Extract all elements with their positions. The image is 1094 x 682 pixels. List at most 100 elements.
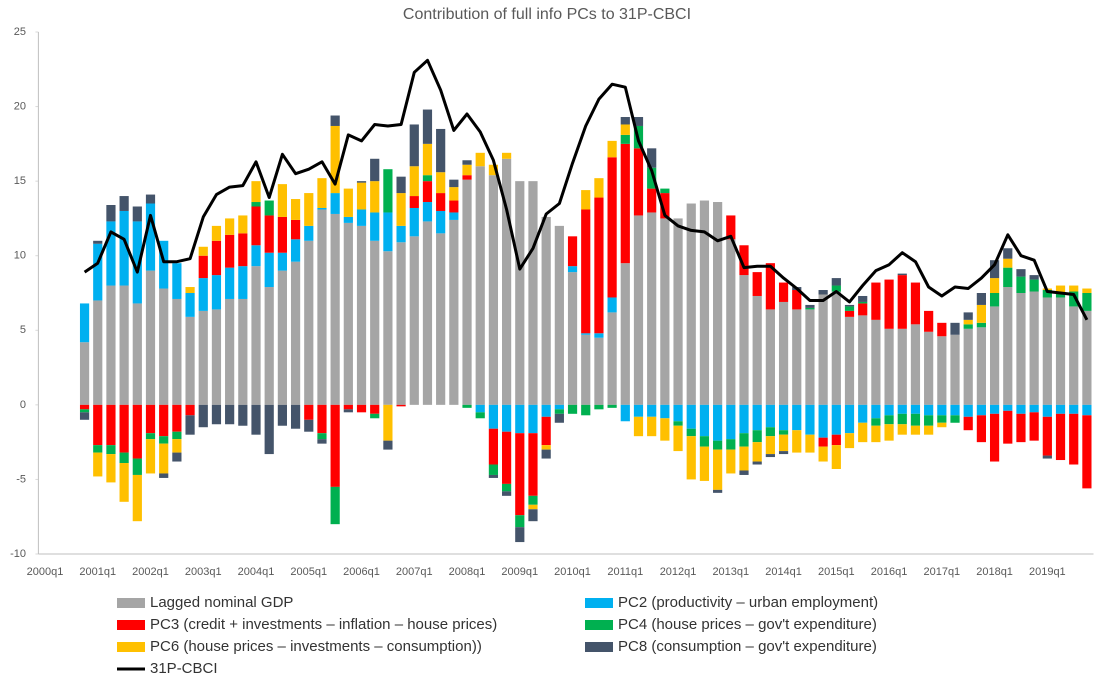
bar-segment: [238, 215, 248, 234]
bar-segment: [449, 187, 459, 201]
legend-swatch: [585, 620, 613, 630]
legend-swatch: [585, 642, 613, 652]
legend-swatch: [585, 598, 613, 608]
x-tick-label: 2005q1: [290, 566, 327, 578]
bar-segment: [1055, 413, 1066, 461]
bar-segment: [976, 304, 986, 323]
bar-segment: [172, 404, 182, 432]
bar-segment: [871, 418, 881, 426]
bar-segment: [383, 440, 393, 450]
x-tick-label: 2006q1: [343, 566, 380, 578]
bar-segment: [449, 212, 459, 220]
bar-segment: [383, 404, 393, 441]
bar-segment: [277, 184, 287, 217]
bar-segment: [185, 404, 195, 416]
bar-segment: [370, 240, 380, 405]
x-tick-label: 2003q1: [185, 566, 222, 578]
bar-segment: [488, 164, 499, 176]
bar-segment: [858, 315, 868, 405]
x-tick-label: 2012q1: [660, 566, 697, 578]
bar-segment: [765, 436, 775, 455]
bar-segment: [238, 266, 248, 299]
bar-segment: [713, 404, 723, 441]
bar-segment: [633, 404, 644, 417]
bar-segment: [858, 422, 868, 443]
bar-segment: [79, 342, 90, 405]
bar-segment: [581, 334, 591, 405]
bar-segment: [211, 404, 222, 425]
bar-segment: [699, 404, 710, 437]
bar-segment: [436, 128, 446, 173]
bar-segment: [106, 454, 116, 483]
bar-segment: [1003, 267, 1013, 288]
bar-segment: [370, 404, 380, 414]
bar-segment: [132, 474, 142, 522]
legend-label: PC6 (house prices – investments – consum…: [150, 638, 482, 655]
bar-segment: [449, 200, 459, 213]
bar-segment: [818, 446, 828, 462]
bar-segment: [198, 310, 208, 405]
bar-segment: [1055, 297, 1066, 405]
bar-segment: [330, 404, 340, 487]
bar-segment: [1003, 410, 1013, 444]
bar-segment: [422, 202, 433, 222]
bar-segment: [726, 215, 736, 240]
bar-segment: [1055, 293, 1066, 298]
bar-segment: [831, 285, 841, 292]
bar-segment: [818, 437, 828, 447]
bar-segment: [1003, 258, 1013, 268]
bar-segment: [225, 298, 235, 405]
bar-segment: [132, 458, 142, 475]
bar-segment: [673, 421, 683, 426]
bar-segment: [910, 413, 921, 426]
bar-segment: [660, 188, 670, 194]
bar-segment: [1016, 269, 1026, 277]
bar-segment: [93, 240, 103, 244]
bar-segment: [370, 413, 380, 419]
bar-segment: [844, 306, 855, 311]
bar-segment: [699, 436, 710, 447]
bar-segment: [515, 404, 525, 434]
bar-segment: [831, 434, 841, 446]
bar-segment: [225, 218, 235, 235]
bar-segment: [765, 263, 775, 310]
bar-segment: [343, 188, 353, 217]
bar-segment: [198, 246, 208, 256]
bar-segment: [924, 425, 934, 435]
bar-segment: [620, 134, 630, 144]
bar-segment: [660, 218, 670, 405]
bar-segment: [607, 297, 617, 313]
bar-segment: [792, 290, 802, 310]
bar-segment: [897, 275, 907, 329]
bar-segment: [871, 425, 881, 443]
bar-segment: [739, 245, 749, 276]
y-tick-label: 10: [14, 250, 26, 262]
bar-segment: [449, 219, 459, 405]
bar-segment: [528, 495, 538, 505]
bar-segment: [989, 413, 1000, 462]
bar-segment: [370, 212, 380, 241]
bar-segment: [765, 454, 775, 458]
bar-segment: [660, 404, 670, 419]
bar-segment: [1029, 412, 1039, 441]
bar-segment: [343, 404, 353, 410]
bar-segment: [567, 272, 578, 405]
bar-segment: [159, 240, 169, 289]
bar-segment: [844, 433, 855, 449]
bar-segment: [976, 404, 986, 416]
bar-segment: [686, 404, 696, 429]
x-tick-label: 2019q1: [1029, 566, 1066, 578]
bar-segment: [567, 236, 578, 267]
bar-segment: [976, 322, 986, 328]
bar-segment: [620, 117, 630, 125]
bar-segment: [792, 404, 802, 431]
bar-segment: [409, 124, 419, 167]
bar-segment: [1069, 291, 1079, 307]
bar-segment: [778, 451, 789, 455]
bar-segment: [897, 404, 907, 414]
bar-segment: [858, 295, 868, 302]
bar-segment: [119, 285, 129, 405]
bar-segment: [805, 404, 815, 435]
legend-label: PC3 (credit + investments – inflation – …: [150, 616, 497, 633]
bar-segment: [396, 225, 406, 243]
